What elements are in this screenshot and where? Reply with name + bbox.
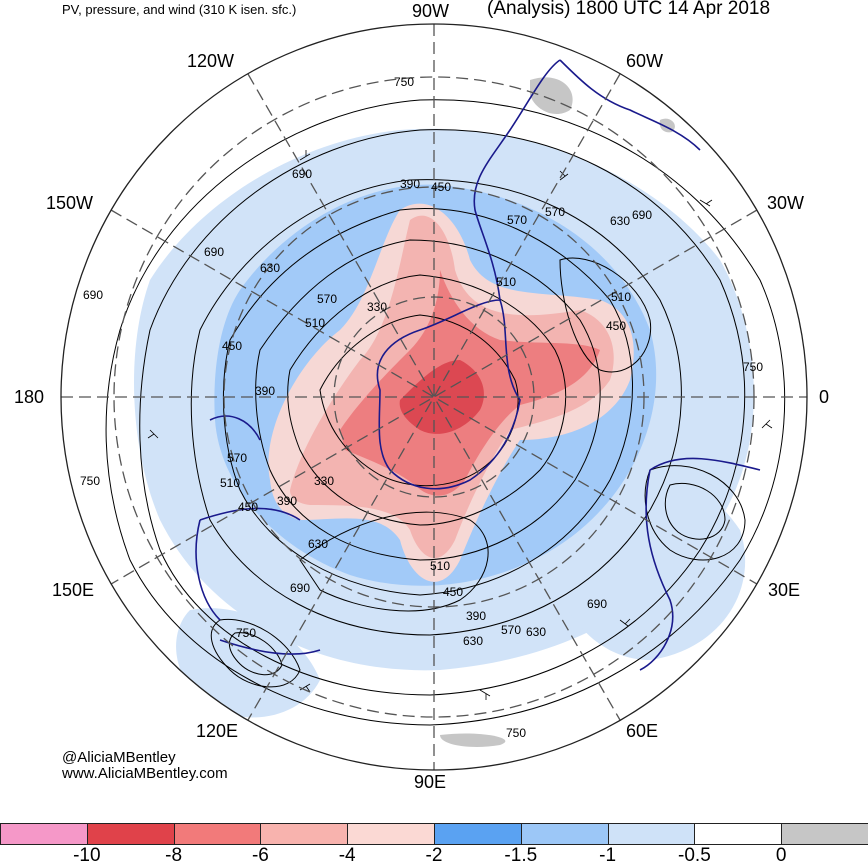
colorbar-swatch — [347, 823, 435, 845]
pressure-labels: 7506906906305705104503903303303904505105… — [80, 75, 763, 740]
colorbar-swatch — [260, 823, 349, 845]
pressure-contour-label: 570 — [507, 213, 527, 227]
pressure-contour-label: 690 — [632, 208, 652, 222]
lon-label-120w: 120W — [187, 51, 235, 71]
colorbar-tick-label: -10 — [73, 845, 101, 866]
pressure-contour-label: 570 — [545, 205, 565, 219]
colorbar-tick-label: -8 — [165, 845, 183, 866]
colorbar-tick-label: 0 — [775, 845, 787, 866]
pressure-contour-label: 630 — [260, 261, 280, 275]
pressure-contour-label: 390 — [400, 177, 420, 191]
lon-label-120e: 120E — [196, 721, 239, 741]
pressure-contour-label: 510 — [611, 290, 631, 304]
map-title: (Analysis) 1800 UTC 14 Apr 2018 — [487, 0, 771, 19]
lon-label-60w: 60W — [626, 51, 664, 71]
pressure-contours — [105, 99, 786, 726]
pressure-contour-label: 510 — [430, 559, 450, 573]
colorbar-swatch — [694, 823, 783, 845]
pressure-contour-label: 450 — [606, 319, 626, 333]
colorbar-swatch — [0, 823, 88, 845]
polar-map: 7506906906305705104503903303303904505105… — [60, 23, 808, 771]
map-boundary — [60, 23, 808, 771]
pressure-contour-label: 690 — [83, 288, 103, 302]
graticule — [61, 24, 807, 770]
colorbar-tick-label: -6 — [251, 845, 269, 866]
pressure-contour-label: 690 — [587, 597, 607, 611]
pressure-contour-label: 390 — [277, 494, 297, 508]
pressure-contour-label: 450 — [222, 339, 242, 353]
pressure-contour-label: 750 — [80, 474, 100, 488]
pressure-contour-label: 450 — [431, 180, 451, 194]
coastlines — [195, 59, 761, 671]
credit-handle: @AliciaMBentley — [62, 749, 176, 766]
lon-label-30e: 30E — [768, 580, 801, 600]
map-subtitle: PV, pressure, and wind (310 K isen. sfc.… — [62, 2, 297, 17]
colorbar-swatch — [607, 823, 696, 845]
wind-barbs — [147, 150, 773, 700]
pressure-contour-label: 510 — [305, 316, 325, 330]
colorbar-tick-label: -4 — [338, 845, 356, 866]
pressure-contour-label: 570 — [501, 623, 521, 637]
pressure-contour-label: 510 — [496, 275, 516, 289]
colorbar-tick-label: -1.5 — [504, 845, 538, 866]
lon-label-180: 180 — [14, 387, 45, 407]
pressure-contour-label: 750 — [236, 626, 256, 640]
lon-label-90w: 90W — [412, 1, 450, 21]
pressure-contour-label: 690 — [290, 581, 310, 595]
lon-label-90e: 90E — [414, 772, 447, 792]
pressure-contour-label: 750 — [506, 726, 526, 740]
pressure-contour-label: 390 — [255, 384, 275, 398]
pressure-contour-label: 570 — [227, 451, 247, 465]
lon-label-0: 0 — [819, 387, 830, 407]
credit-website: www.AliciaMBentley.com — [62, 765, 228, 782]
colorbar-swatch — [86, 823, 175, 845]
colorbar-swatch — [781, 823, 868, 845]
pressure-contour-label: 630 — [463, 634, 483, 648]
pressure-contour-label: 450 — [238, 500, 258, 514]
pressure-contour-label: 630 — [308, 537, 328, 551]
lon-label-60e: 60E — [626, 721, 659, 741]
colorbar-swatch — [173, 823, 262, 845]
colorbar-tick-label: -0.5 — [678, 845, 711, 866]
pressure-contour-label: 750 — [394, 75, 414, 89]
pressure-contour-label: 330 — [367, 300, 387, 314]
colorbar-swatch — [434, 823, 522, 845]
lon-label-30w: 30W — [767, 193, 805, 213]
colorbar-tick-label: -1 — [599, 845, 617, 866]
colorbar-swatch — [520, 823, 609, 845]
colorbar: -10 -8 -6 -4 -2 -1.5 -1 -0.5 0 — [0, 823, 868, 866]
pressure-contour-label: 450 — [443, 585, 463, 599]
pressure-contour-label: 570 — [317, 292, 337, 306]
pressure-contour-label: 390 — [466, 609, 486, 623]
pressure-contour-label: 690 — [204, 245, 224, 259]
pressure-contour-label: 630 — [526, 625, 546, 639]
pressure-contour-label: 690 — [292, 167, 312, 181]
pressure-contour-label: 330 — [314, 474, 334, 488]
pressure-contour-label: 510 — [220, 476, 240, 490]
pressure-contour-label: 630 — [610, 214, 630, 228]
lon-label-150w: 150W — [46, 193, 94, 213]
lon-label-150e: 150E — [52, 580, 95, 600]
pressure-contour-label: 750 — [743, 360, 763, 374]
colorbar-tick-label: -2 — [425, 845, 443, 866]
